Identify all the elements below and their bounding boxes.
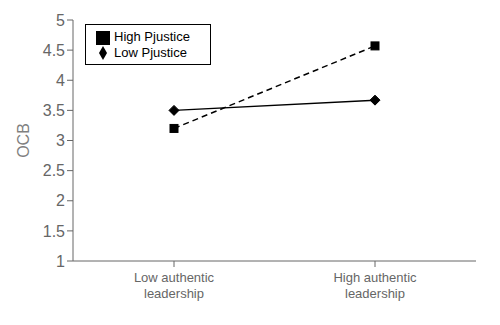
svg-text:2.5: 2.5: [43, 162, 65, 179]
svg-text:5: 5: [56, 12, 65, 29]
svg-text:1: 1: [56, 253, 65, 270]
svg-text:OCB: OCB: [15, 123, 32, 158]
svg-text:High authenticleadership: High authenticleadership: [333, 270, 417, 301]
html-text:High Pjustice: High Pjustice: [114, 29, 190, 44]
svg-text:3.5: 3.5: [43, 102, 65, 119]
svg-text:Low authenticleadership: Low authenticleadership: [134, 270, 215, 301]
svg-text:2: 2: [56, 192, 65, 209]
svg-text:1.5: 1.5: [43, 223, 65, 240]
html-text:Low Pjustice: Low Pjustice: [114, 44, 187, 60]
svg-text:3: 3: [56, 132, 65, 149]
svg-text:4: 4: [56, 72, 65, 89]
svg-text:4.5: 4.5: [43, 42, 65, 59]
